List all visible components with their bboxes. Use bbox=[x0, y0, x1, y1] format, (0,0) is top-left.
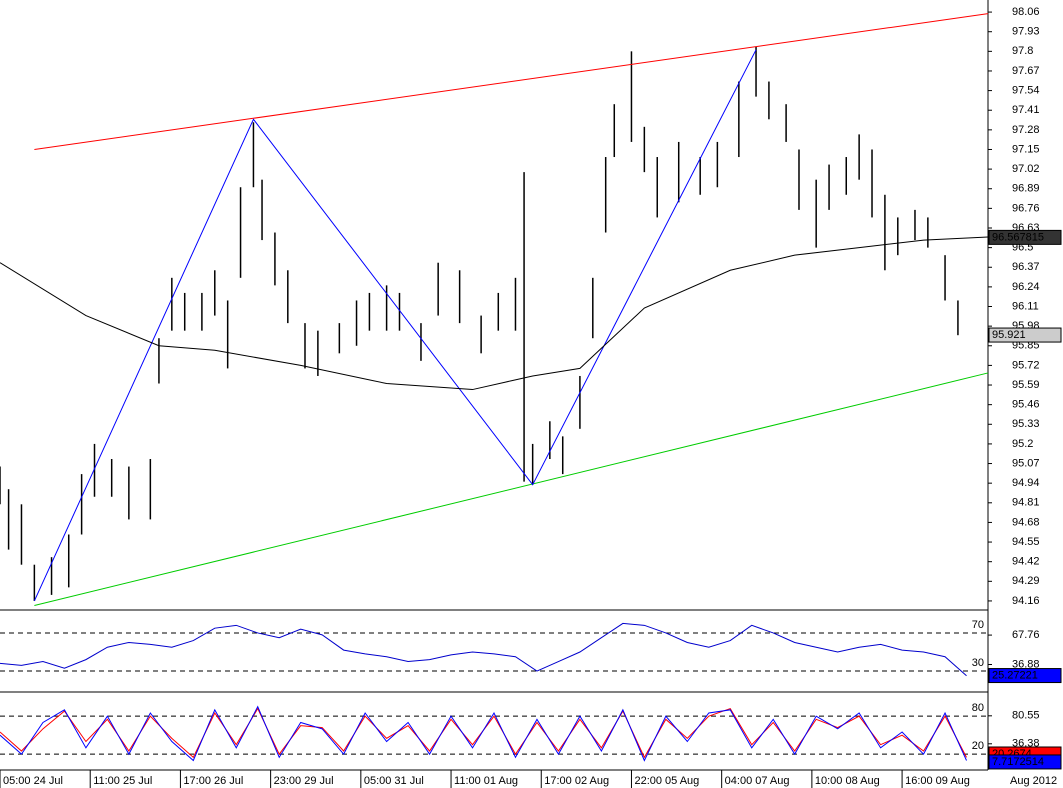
y-tick-label: 36.88 bbox=[1012, 658, 1040, 670]
y-tick-label: 94.42 bbox=[1012, 556, 1040, 568]
series-line bbox=[0, 622, 967, 677]
x-tick-label: 10:00 08 Aug bbox=[815, 775, 880, 787]
x-tick-label: 17:00 26 Jul bbox=[183, 775, 243, 787]
y-tick-label: 94.94 bbox=[1012, 477, 1040, 489]
series-line bbox=[33, 49, 757, 602]
y-tick-label: 96.89 bbox=[1012, 183, 1040, 195]
y-tick-label: 95.07 bbox=[1012, 457, 1040, 469]
x-tick-label: 17:00 02 Aug bbox=[544, 775, 609, 787]
y-tick-label: 98.06 bbox=[1012, 6, 1040, 18]
price-box-label: 25.27221 bbox=[992, 669, 1038, 681]
price-box bbox=[988, 668, 1062, 684]
x-tick-label: 04:00 07 Aug bbox=[725, 775, 790, 787]
y-tick-label: 95.85 bbox=[1012, 340, 1040, 352]
x-tick-label: 05:00 31 Jul bbox=[364, 775, 424, 787]
x-tick-label: 23:00 29 Jul bbox=[274, 775, 334, 787]
level-label: 20 bbox=[972, 740, 984, 752]
price-box bbox=[988, 754, 1062, 770]
y-tick-label: 80.55 bbox=[1012, 710, 1040, 722]
y-tick-label: 97.93 bbox=[1012, 26, 1040, 38]
y-tick-label: 97.41 bbox=[1012, 104, 1040, 116]
y-tick-label: 94.16 bbox=[1012, 595, 1040, 607]
y-tick-label: 97.15 bbox=[1012, 143, 1040, 155]
series-line bbox=[34, 372, 989, 606]
y-tick-label: 95.59 bbox=[1012, 379, 1040, 391]
y-tick-label: 97.54 bbox=[1012, 85, 1040, 97]
level-label: 70 bbox=[972, 619, 984, 631]
y-tick-label: 67.76 bbox=[1012, 629, 1040, 641]
x-caption: Aug 2012 bbox=[1010, 775, 1057, 787]
y-tick-label: 95.2 bbox=[1012, 438, 1033, 450]
y-tick-label: 94.81 bbox=[1012, 497, 1040, 509]
x-tick-label: 22:00 05 Aug bbox=[634, 775, 699, 787]
y-tick-label: 97.28 bbox=[1012, 124, 1040, 136]
y-tick-label: 97.02 bbox=[1012, 163, 1040, 175]
x-tick-label: 11:00 01 Aug bbox=[454, 775, 518, 787]
y-tick-label: 94.29 bbox=[1012, 575, 1040, 587]
y-tick-label: 97.8 bbox=[1012, 45, 1033, 57]
y-tick-label: 94.55 bbox=[1012, 536, 1040, 548]
y-tick-label: 94.68 bbox=[1012, 516, 1040, 528]
series-line bbox=[0, 705, 967, 762]
price-box-label: 7.7172514 bbox=[992, 756, 1044, 768]
y-tick-label: 95.33 bbox=[1012, 418, 1040, 430]
level-label: 30 bbox=[972, 657, 984, 669]
price-box bbox=[988, 327, 1062, 343]
y-tick-label: 96.24 bbox=[1012, 281, 1040, 293]
y-tick-label: 97.67 bbox=[1012, 65, 1040, 77]
y-tick-label: 96.37 bbox=[1012, 261, 1040, 273]
series-line bbox=[34, 13, 989, 150]
y-tick-label: 96.76 bbox=[1012, 202, 1040, 214]
price-box-label: 96.567815 bbox=[992, 231, 1044, 243]
y-tick-label: 96.11 bbox=[1012, 300, 1039, 312]
y-tick-label: 95.72 bbox=[1012, 359, 1040, 371]
series-line bbox=[0, 236, 989, 391]
price-box bbox=[988, 229, 1062, 245]
y-tick-label: 95.46 bbox=[1012, 399, 1040, 411]
price-box-label: 95.921 bbox=[992, 329, 1026, 341]
x-tick-label: 05:00 24 Jul bbox=[3, 775, 63, 787]
x-tick-label: 16:00 09 Aug bbox=[905, 775, 970, 787]
level-label: 80 bbox=[972, 702, 984, 714]
x-tick-label: 11:00 25 Jul bbox=[93, 775, 152, 787]
